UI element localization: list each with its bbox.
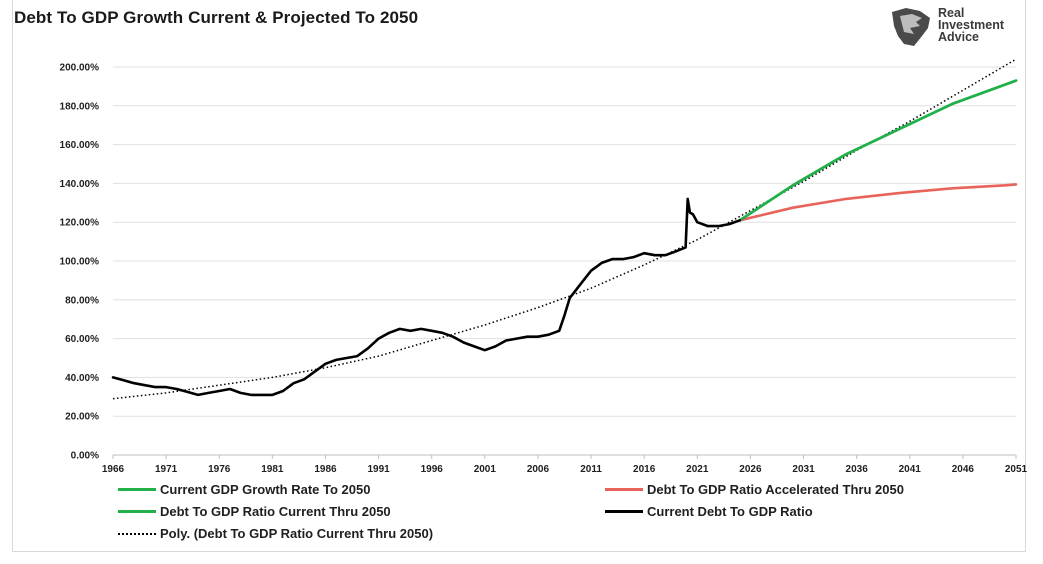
- legend-item: Debt To GDP Ratio Accelerated Thru 2050: [605, 482, 904, 497]
- x-tick-label: 2036: [846, 464, 869, 475]
- legend-swatch: [118, 488, 156, 491]
- legend-swatch: [118, 510, 156, 513]
- brand-line-2: Investment: [938, 18, 1004, 32]
- x-tick-label: 1971: [155, 464, 178, 475]
- y-tick-label: 20.00%: [65, 412, 99, 423]
- x-tick-label: 2051: [1005, 464, 1028, 475]
- y-tick-label: 200.00%: [60, 63, 100, 74]
- x-tick-label: 1981: [261, 464, 284, 475]
- y-tick-label: 0.00%: [71, 451, 99, 462]
- y-tick-label: 100.00%: [60, 257, 100, 268]
- legend-swatch: [605, 488, 643, 491]
- x-tick-label: 2046: [952, 464, 975, 475]
- x-tick-label: 2006: [527, 464, 550, 475]
- x-tick-label: 2031: [792, 464, 815, 475]
- y-tick-label: 140.00%: [60, 179, 100, 190]
- x-tick-label: 2001: [474, 464, 497, 475]
- series-line-debt-to-gdp-ratio-current-thru-2050: [738, 79, 1018, 222]
- x-tick-label: 2026: [739, 464, 762, 475]
- x-tick-label: 1996: [421, 464, 444, 475]
- x-tick-label: 2021: [686, 464, 709, 475]
- series-line-debt-to-gdp-ratio-accelerated-thru-2050: [738, 183, 1018, 222]
- legend-swatch: [118, 532, 156, 535]
- series-line-poly-debt-to-gdp-ratio-current-thru-2050: [112, 58, 1017, 400]
- brand-line-1: Real: [938, 6, 965, 20]
- legend-item: Debt To GDP Ratio Current Thru 2050: [118, 504, 391, 519]
- x-tick-label: 2011: [580, 464, 602, 475]
- legend-label: Current GDP Growth Rate To 2050: [160, 482, 371, 497]
- legend-label: Debt To GDP Ratio Accelerated Thru 2050: [647, 482, 904, 497]
- x-tick-label: 1986: [314, 464, 337, 475]
- brand-text: Real Investment Advice: [938, 6, 1004, 44]
- chart-title: Debt To GDP Growth Current & Projected T…: [14, 8, 419, 27]
- x-tick-label: 1991: [367, 464, 390, 475]
- y-tick-label: 80.00%: [65, 295, 99, 306]
- y-tick-label: 160.00%: [60, 140, 100, 151]
- legend-label: Debt To GDP Ratio Current Thru 2050: [160, 504, 391, 519]
- x-tick-label: 2016: [633, 464, 656, 475]
- legend-item: Poly. (Debt To GDP Ratio Current Thru 20…: [118, 526, 433, 541]
- y-tick-label: 40.00%: [65, 373, 99, 384]
- x-tick-label: 1966: [102, 464, 125, 475]
- x-tick-label: 2041: [899, 464, 922, 475]
- legend-label: Current Debt To GDP Ratio: [647, 504, 813, 519]
- y-tick-label: 60.00%: [65, 334, 99, 345]
- legend-swatch: [605, 510, 643, 513]
- legend-item: Current GDP Growth Rate To 2050: [118, 482, 370, 497]
- series-line-current-debt-to-gdp-ratio: [111, 197, 742, 397]
- brand-line-3: Advice: [938, 30, 979, 44]
- legend-label: Poly. (Debt To GDP Ratio Current Thru 20…: [160, 526, 434, 541]
- y-tick-label: 120.00%: [60, 218, 100, 229]
- x-tick-label: 1976: [208, 464, 231, 475]
- real-investment-advice-logo-icon: [892, 8, 930, 46]
- legend-item: Current Debt To GDP Ratio: [605, 504, 813, 519]
- y-tick-label: 180.00%: [60, 101, 100, 112]
- series-line-current-gdp-growth-rate-to-2050: [738, 79, 1018, 222]
- chart-frame: [12, 0, 1026, 552]
